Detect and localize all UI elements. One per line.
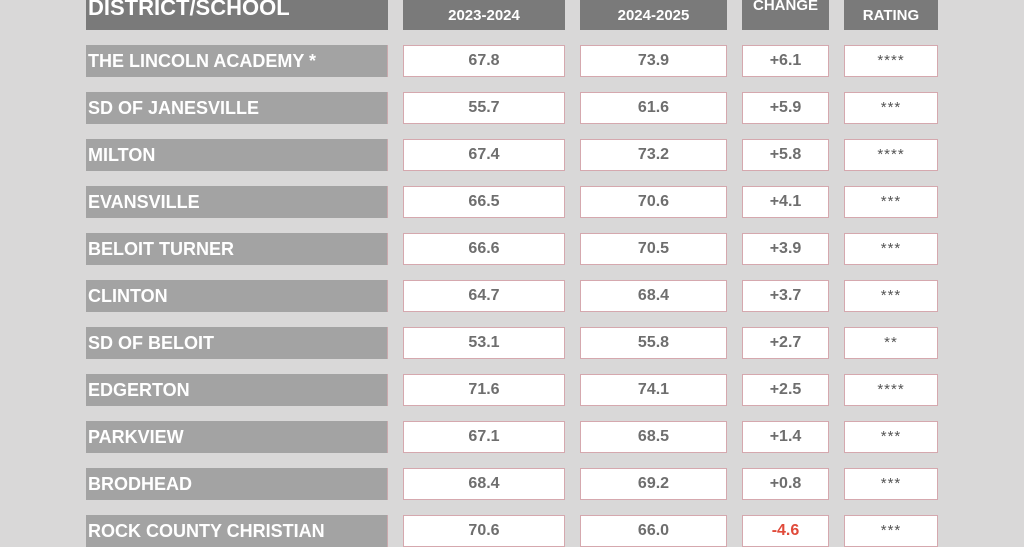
score-2024-2025: 70.6 [580,186,727,218]
score-2023-2024: 66.6 [403,233,565,265]
score-2023-2024: 53.1 [403,327,565,359]
star-rating: *** [844,468,938,500]
score-2023-2024: 68.4 [403,468,565,500]
header-year-b: 2024-2025 [580,0,727,30]
score-2023-2024: 66.5 [403,186,565,218]
score-change: +1.4 [742,421,829,453]
table-row: PARKVIEW 67.1 68.5 +1.4 *** [0,421,1024,453]
score-2023-2024: 67.1 [403,421,565,453]
star-rating: **** [844,374,938,406]
table-row: BELOIT TURNER 66.6 70.5 +3.9 *** [0,233,1024,265]
star-rating: *** [844,92,938,124]
score-2024-2025: 69.2 [580,468,727,500]
score-2023-2024: 71.6 [403,374,565,406]
school-name: EDGERTON [86,374,388,406]
score-2024-2025: 73.9 [580,45,727,77]
school-name: BELOIT TURNER [86,233,388,265]
table-row: EDGERTON 71.6 74.1 +2.5 **** [0,374,1024,406]
score-2024-2025: 61.6 [580,92,727,124]
score-2024-2025: 70.5 [580,233,727,265]
school-name: MILTON [86,139,388,171]
star-rating: *** [844,186,938,218]
score-2024-2025: 74.1 [580,374,727,406]
school-name: PARKVIEW [86,421,388,453]
star-rating: **** [844,139,938,171]
school-name: BRODHEAD [86,468,388,500]
score-change: +3.7 [742,280,829,312]
school-name: SD OF JANESVILLE [86,92,388,124]
school-name: THE LINCOLN ACADEMY * [86,45,388,77]
score-2023-2024: 67.4 [403,139,565,171]
score-change: +2.7 [742,327,829,359]
score-2024-2025: 66.0 [580,515,727,547]
star-rating: *** [844,421,938,453]
header-year-a: 2023-2024 [403,0,565,30]
header-rating: RATING [844,0,938,30]
score-2024-2025: 68.4 [580,280,727,312]
table-row: EVANSVILLE 66.5 70.6 +4.1 *** [0,186,1024,218]
score-change: +6.1 [742,45,829,77]
score-2023-2024: 67.8 [403,45,565,77]
score-change: -4.6 [742,515,829,547]
table-row: THE LINCOLN ACADEMY * 67.8 73.9 +6.1 **** [0,45,1024,77]
table-row: MILTON 67.4 73.2 +5.8 **** [0,139,1024,171]
school-name: CLINTON [86,280,388,312]
school-name: SD OF BELOIT [86,327,388,359]
score-change: +5.9 [742,92,829,124]
score-2024-2025: 73.2 [580,139,727,171]
score-change: +2.5 [742,374,829,406]
star-rating: *** [844,280,938,312]
score-change: +4.1 [742,186,829,218]
table-row: SD OF BELOIT 53.1 55.8 +2.7 ** [0,327,1024,359]
header-district-school: DISTRICT/SCHOOL [86,0,388,30]
table-row: SD OF JANESVILLE 55.7 61.6 +5.9 *** [0,92,1024,124]
score-2024-2025: 55.8 [580,327,727,359]
score-change: +3.9 [742,233,829,265]
table-row: ROCK COUNTY CHRISTIAN 70.6 66.0 -4.6 *** [0,515,1024,547]
star-rating: ** [844,327,938,359]
score-change: +0.8 [742,468,829,500]
star-rating: *** [844,233,938,265]
school-name: EVANSVILLE [86,186,388,218]
score-2024-2025: 68.5 [580,421,727,453]
school-name: ROCK COUNTY CHRISTIAN [86,515,388,547]
score-2023-2024: 64.7 [403,280,565,312]
score-change: +5.8 [742,139,829,171]
header-change: CHANGE [742,0,829,30]
score-2023-2024: 55.7 [403,92,565,124]
table-row: CLINTON 64.7 68.4 +3.7 *** [0,280,1024,312]
star-rating: *** [844,515,938,547]
table-row: BRODHEAD 68.4 69.2 +0.8 *** [0,468,1024,500]
star-rating: **** [844,45,938,77]
score-2023-2024: 70.6 [403,515,565,547]
